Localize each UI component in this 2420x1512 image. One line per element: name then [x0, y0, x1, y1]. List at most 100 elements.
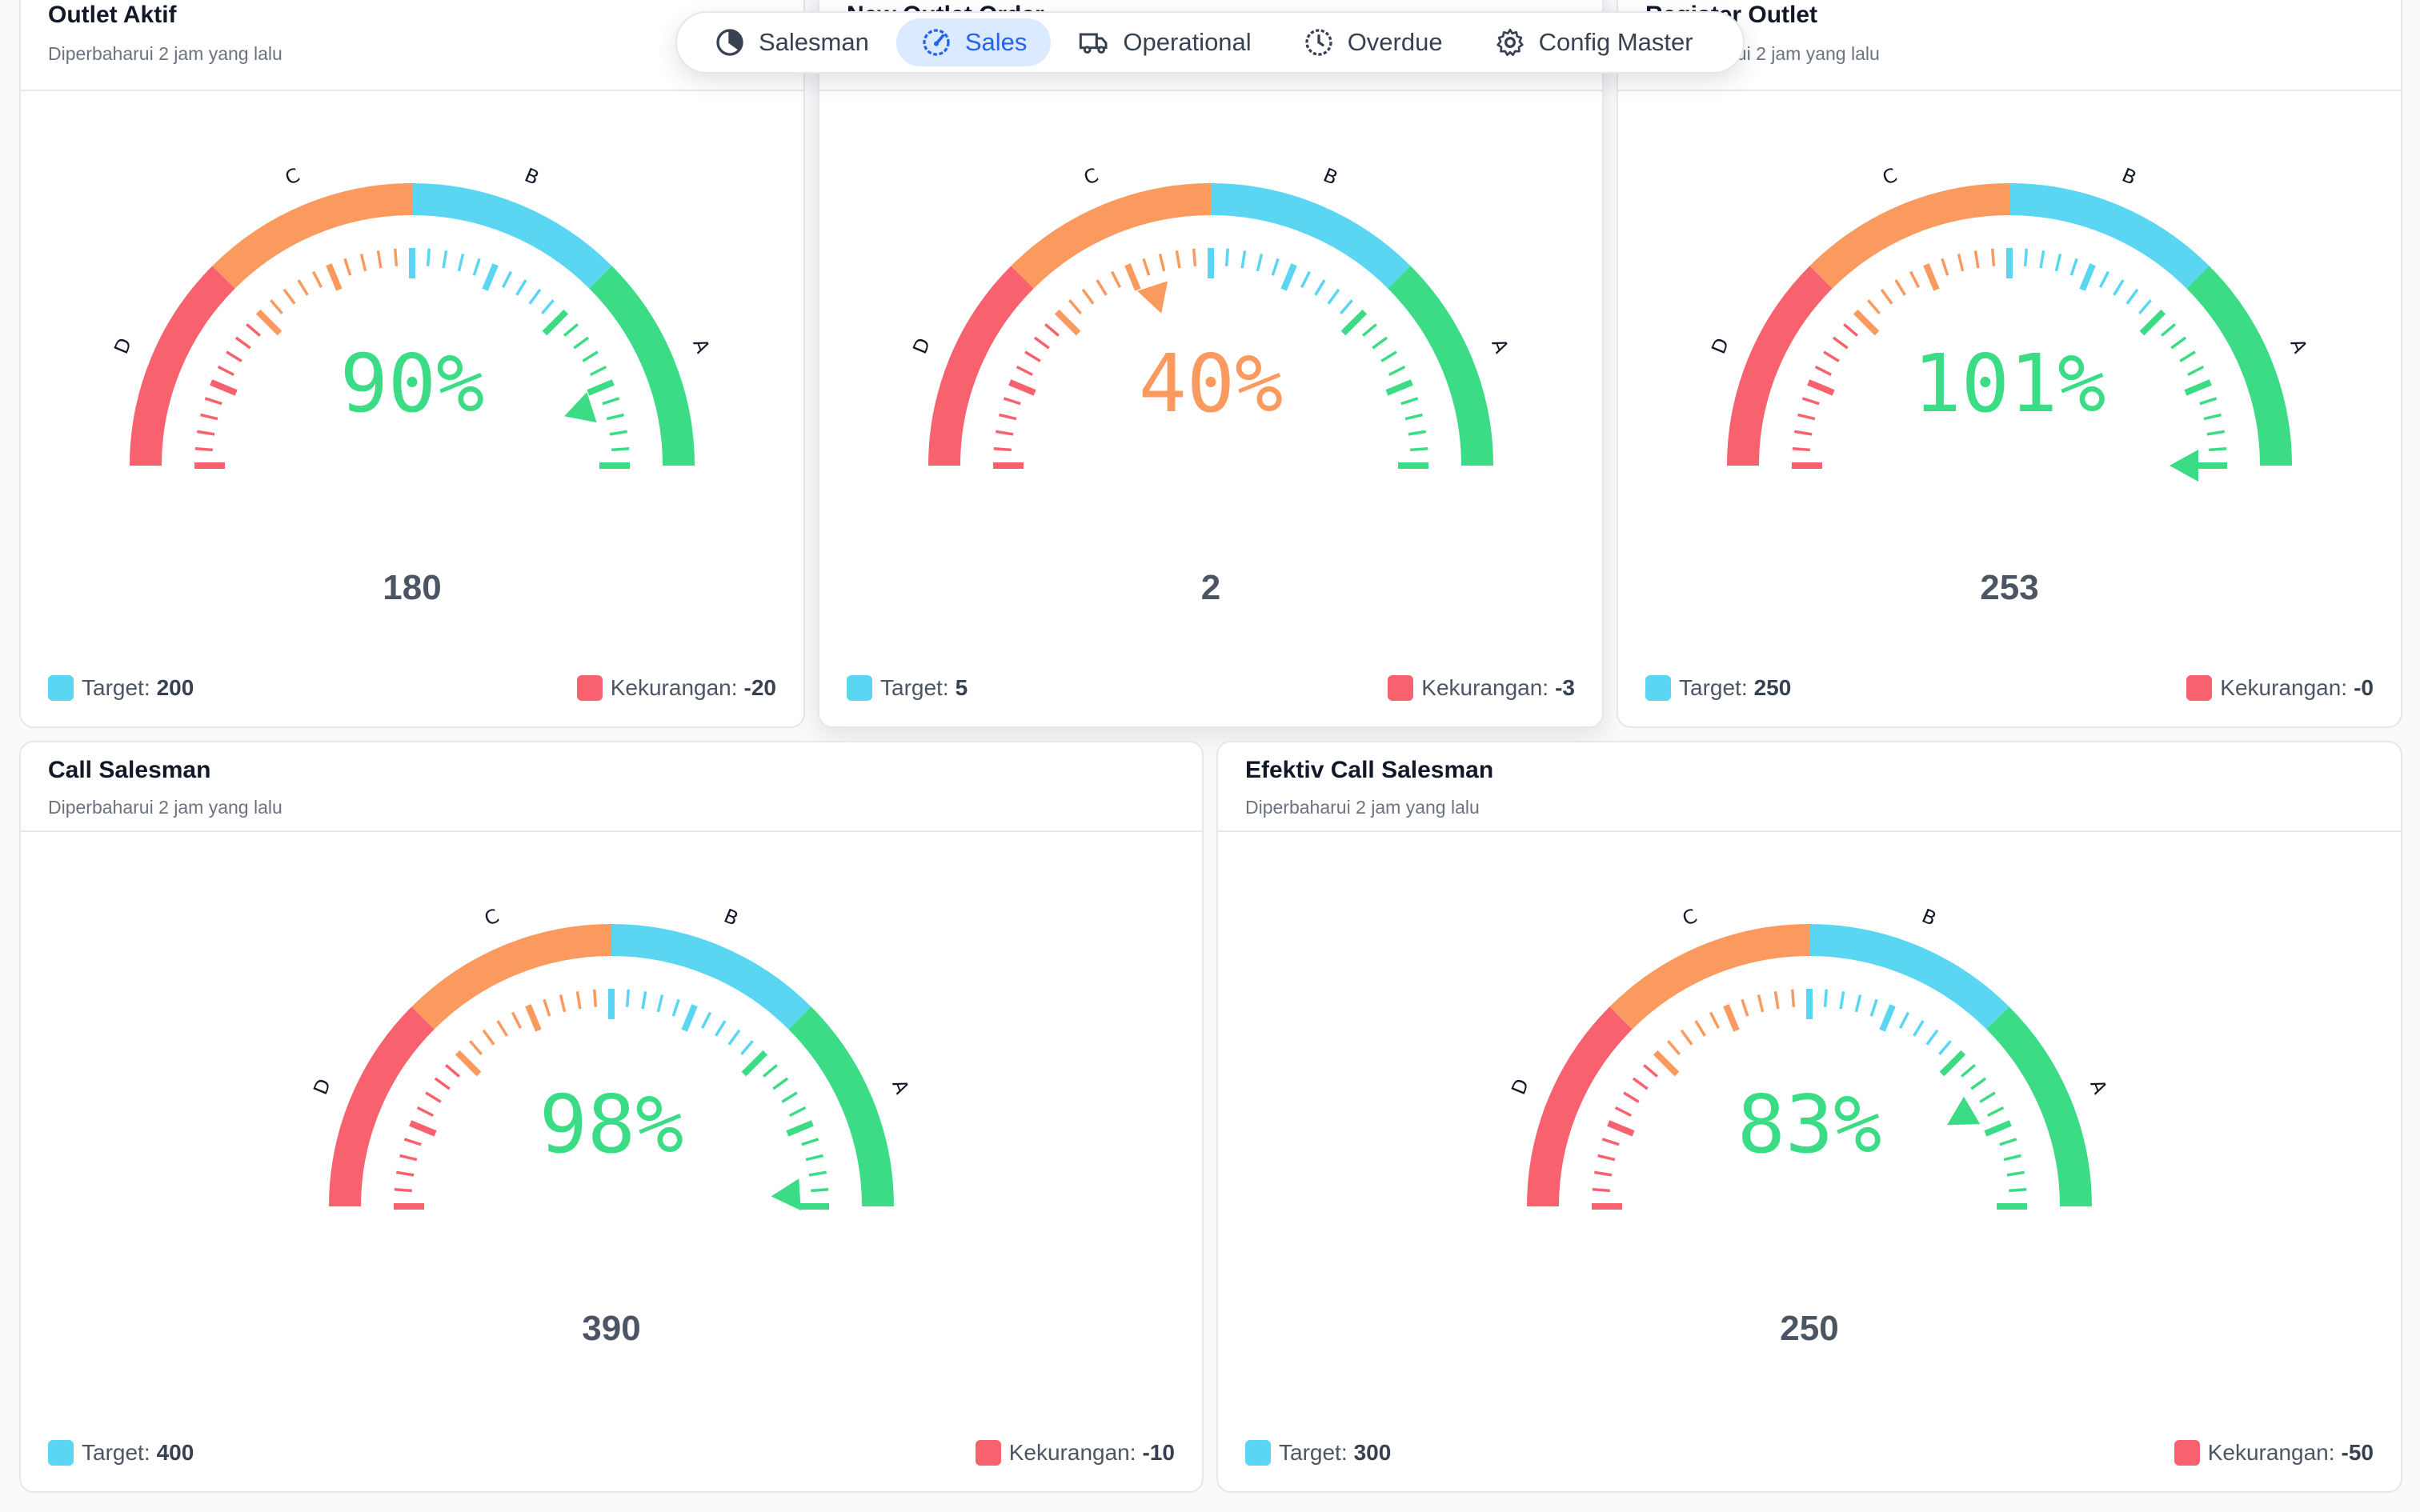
legend-target: Target: 250: [1645, 675, 1791, 701]
gauge-tick: [808, 1170, 827, 1177]
gauge-tick: [1757, 994, 1765, 1013]
gauge-tick: [1913, 1020, 1925, 1037]
card-footer: Target: 200 Kekurangan: -20: [48, 672, 776, 704]
gauge-tick: [2203, 413, 2222, 421]
gauge-tick: [1271, 258, 1280, 276]
gauge-band-C: [1609, 924, 1810, 1030]
nav-label: Sales: [964, 28, 1028, 56]
card-subtitle: Diperbaharui 2 jam yang lalu: [48, 43, 282, 64]
gauge-tick: [442, 250, 448, 269]
gauge-tick: [1033, 336, 1050, 350]
gauge-tick: [1790, 989, 1796, 1007]
speedometer-icon: [923, 29, 950, 56]
gauge-tick: [515, 279, 527, 296]
shortfall-label: Kekurangan:: [2207, 1440, 2335, 1465]
gauge-tick: [511, 1011, 523, 1029]
gauge-band-A: [589, 266, 695, 466]
gauge-band-B: [1210, 183, 1411, 289]
gauge-tick: [582, 350, 599, 362]
gauge-tick: [671, 998, 680, 1017]
card-register-outlet: Register Outlet Diperbaharui 2 jam yang …: [1617, 0, 2402, 728]
gauge-tick: [204, 397, 222, 406]
gauge-tick: [194, 446, 213, 452]
gauge-tick: [1938, 1040, 1952, 1056]
gauge-tick: [1003, 397, 1021, 406]
gauge-tick: [762, 1064, 778, 1078]
grade-label-B: B: [1919, 905, 1940, 930]
gauge-tick: [1400, 397, 1419, 406]
gauge-tick: [1832, 336, 1849, 350]
legend-shortfall: Kekurangan: -50: [2174, 1440, 2374, 1466]
gauge-band-C: [212, 183, 413, 289]
target-swatch: [1645, 675, 1671, 701]
gauge-tick: [1016, 365, 1033, 377]
card-outlet-aktif: Outlet Aktif Diperbaharui 2 jam yang lal…: [19, 0, 805, 728]
gauge-tick: [1592, 1187, 1610, 1193]
gauge-tick: [575, 991, 582, 1010]
nav-tab-config-master[interactable]: Config Master: [1470, 18, 1717, 66]
gauge-tick: [2003, 1154, 2021, 1162]
gauge-band-D: [928, 266, 1034, 466]
gauge-tick: [2199, 397, 2218, 406]
gauge-tick: [2069, 258, 2078, 276]
target-value: 400: [156, 1440, 194, 1465]
card-footer: Target: 5 Kekurangan: -3: [847, 672, 1575, 704]
gauge-tick: [641, 991, 647, 1010]
gauge-tick: [2006, 1170, 2025, 1177]
gauge-tick: [606, 413, 624, 421]
gear-icon: [1496, 28, 1524, 56]
gauge-tick: [1300, 270, 1312, 288]
gauge-tick: [1879, 1004, 1896, 1032]
gauge-tick: [999, 413, 1017, 421]
gauge-band-B: [1809, 924, 2009, 1030]
gauge-tick: [1773, 991, 1780, 1010]
grade-label-D: D: [309, 1076, 335, 1098]
gauge-tick: [1408, 430, 1426, 436]
nav-tab-salesman[interactable]: Salesman: [690, 18, 893, 66]
gauge-tick: [1797, 413, 1816, 421]
gauge-tick: [496, 1020, 508, 1037]
nav-tab-operational[interactable]: Operational: [1054, 18, 1275, 66]
shortfall-swatch: [576, 675, 603, 701]
gauge-tick: [282, 288, 296, 305]
gauge-tick: [376, 250, 383, 269]
legend-shortfall: Kekurangan: -3: [1388, 675, 1575, 701]
gauge-tick: [1614, 1106, 1632, 1118]
gauge-tick: [2138, 299, 2152, 315]
gauge-tick: [1867, 299, 1881, 315]
gauge-tick: [2209, 446, 2227, 452]
gauge-tick: [1280, 263, 1297, 291]
gauge-pointer: [1947, 1096, 1981, 1126]
gauge-tick: [1192, 248, 1197, 266]
gauge-tick: [1823, 989, 1829, 1007]
nav-label: Config Master: [1538, 28, 1693, 56]
card-title: Efektiv Call Salesman: [1245, 757, 1494, 783]
gauge-percent: 83%: [1737, 1078, 1882, 1171]
shortfall-swatch: [1388, 675, 1414, 701]
gauge-tick: [590, 365, 607, 377]
value-display: 2: [1200, 568, 1221, 607]
target-value: 300: [1353, 1440, 1392, 1465]
pie-chart-icon: [716, 29, 743, 56]
legend-target: Target: 200: [48, 675, 194, 701]
nav-label: Operational: [1123, 28, 1252, 56]
nav-tab-sales[interactable]: Sales: [895, 18, 1052, 66]
gauge-tick: [1096, 279, 1108, 296]
grade-label-D: D: [1707, 335, 1733, 358]
gauge-tick: [625, 989, 631, 1007]
gauge-tick: [1643, 1064, 1659, 1078]
gauge-tick: [455, 1050, 482, 1077]
gauge-tick: [1385, 379, 1413, 396]
gauge-tick: [2009, 1187, 2027, 1193]
gauge-tick: [1709, 1011, 1721, 1029]
gauge-tick: [1224, 248, 1230, 266]
card-subtitle: Diperbaharui 2 jam yang lalu: [48, 797, 282, 818]
gauge-tick: [359, 254, 367, 272]
target-label: Target:: [880, 675, 949, 700]
gauge-pointer: [564, 392, 597, 423]
gauge-tick: [2139, 309, 2166, 336]
gauge-percent: 101%: [1913, 337, 2106, 430]
nav-tab-overdue[interactable]: Overdue: [1279, 18, 1467, 66]
gauge-tick: [1680, 1029, 1693, 1046]
